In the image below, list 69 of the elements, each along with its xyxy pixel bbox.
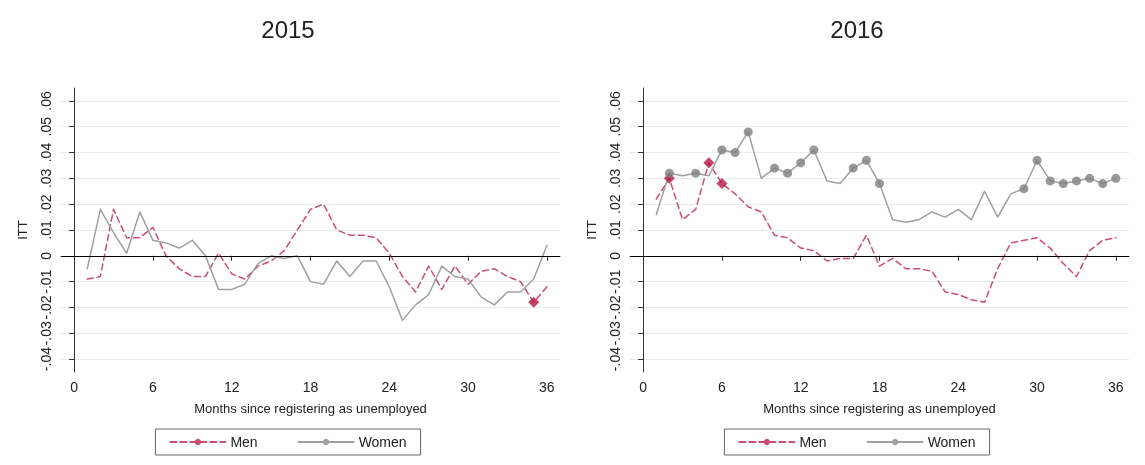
y-tick-label: .02	[607, 194, 623, 214]
point	[1085, 173, 1095, 183]
point	[1111, 173, 1121, 183]
point	[716, 178, 728, 190]
y-tick-label: -.01	[38, 269, 54, 294]
y-axis-title: ITT	[584, 220, 599, 240]
y-tick-label: -.02	[607, 295, 623, 320]
x-tick-label: 36	[1108, 379, 1124, 395]
y-tick-label: .01	[607, 220, 623, 240]
point	[809, 145, 819, 155]
y-tick-label: .05	[38, 116, 54, 137]
point	[703, 157, 715, 169]
y-tick-label: 0	[607, 251, 623, 260]
point	[861, 155, 871, 165]
x-axis-title: Months since registering as unemployed	[763, 401, 996, 416]
point	[730, 148, 740, 158]
point	[1071, 176, 1081, 186]
y-tick-label: .04	[38, 142, 54, 163]
y-tick-label: -.01	[607, 269, 623, 294]
y-tick-label: -.02	[38, 295, 54, 320]
point	[875, 179, 884, 189]
y-tick-label: .04	[607, 142, 623, 163]
legend-label: Men	[230, 434, 258, 450]
point	[1058, 179, 1068, 189]
x-tick-label: 6	[149, 379, 158, 395]
y-axis-title: ITT	[15, 220, 30, 240]
point	[1019, 184, 1029, 194]
x-tick-label: 0	[70, 379, 79, 395]
y-tick-label: .02	[38, 194, 54, 214]
point	[664, 168, 674, 178]
chart-title: 2016	[830, 15, 884, 43]
y-tick-label: .01	[38, 220, 54, 240]
point	[1045, 176, 1055, 186]
y-tick-label: .05	[607, 116, 623, 137]
x-tick-label: 24	[950, 379, 967, 395]
x-tick-label: 30	[460, 379, 477, 395]
y-tick-label: -.04	[607, 346, 623, 372]
point	[743, 127, 753, 137]
point	[717, 145, 727, 155]
y-tick-label: -.03	[607, 321, 623, 346]
point	[769, 163, 779, 173]
x-tick-label: 24	[381, 379, 398, 395]
y-tick-label: .06	[38, 90, 54, 111]
y-tick-label: .03	[38, 168, 54, 189]
y-tick-label: 0	[38, 251, 54, 260]
legend-label: Women	[358, 434, 407, 450]
legend-label: Women	[927, 434, 976, 450]
x-tick-label: 18	[871, 379, 888, 395]
y-tick-label: .03	[607, 168, 623, 189]
x-tick-label: 6	[718, 379, 727, 395]
legend-label: Men	[799, 434, 827, 450]
y-tick-label: -.04	[38, 346, 54, 372]
y-tick-label: -.03	[38, 321, 54, 346]
line-series	[86, 208, 548, 322]
point	[1032, 155, 1042, 165]
x-tick-label: 12	[223, 379, 240, 395]
point	[848, 163, 858, 173]
point	[1098, 179, 1108, 189]
x-tick-label: 0	[639, 379, 648, 395]
x-axis-title: Months since registering as unemployed	[194, 401, 427, 416]
x-tick-label: 18	[302, 379, 319, 395]
y-tick-label: .06	[607, 90, 623, 111]
x-tick-label: 36	[539, 379, 555, 395]
point	[796, 158, 806, 168]
point	[691, 168, 701, 178]
point	[783, 168, 793, 178]
chart-title: 2015	[261, 15, 315, 43]
x-tick-label: 12	[792, 379, 809, 395]
x-tick-label: 30	[1029, 379, 1046, 395]
